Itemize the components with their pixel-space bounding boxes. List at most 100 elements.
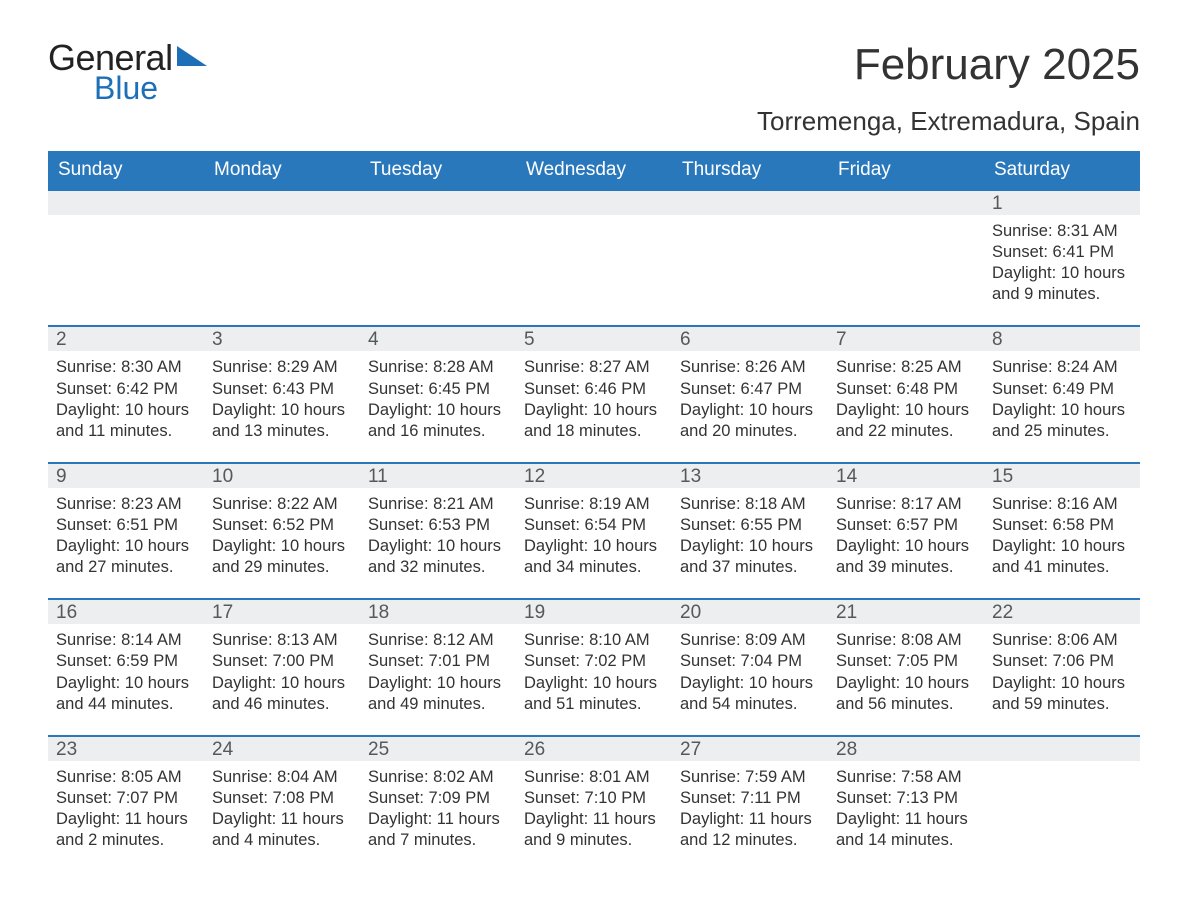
day-20: 20Sunrise: 8:09 AMSunset: 7:04 PMDayligh… <box>672 600 828 724</box>
day-26: 26Sunrise: 8:01 AMSunset: 7:10 PMDayligh… <box>516 737 672 861</box>
daylight-line: Daylight: 10 hours and 37 minutes. <box>680 536 820 578</box>
sunset-line: Sunset: 6:43 PM <box>212 379 352 400</box>
day-number: 11 <box>360 464 516 488</box>
dow-sunday: Sunday <box>48 151 204 189</box>
day-21: 21Sunrise: 8:08 AMSunset: 7:05 PMDayligh… <box>828 600 984 724</box>
day-10: 10Sunrise: 8:22 AMSunset: 6:52 PMDayligh… <box>204 464 360 588</box>
day-empty <box>48 191 204 315</box>
day-27: 27Sunrise: 7:59 AMSunset: 7:11 PMDayligh… <box>672 737 828 861</box>
sunrise-line: Sunrise: 8:08 AM <box>836 630 976 651</box>
sunrise-line: Sunrise: 8:05 AM <box>56 767 196 788</box>
day-number: 3 <box>204 327 360 351</box>
sunrise-line: Sunrise: 8:14 AM <box>56 630 196 651</box>
day-number <box>672 191 828 215</box>
sunrise-line: Sunrise: 8:02 AM <box>368 767 508 788</box>
day-details: Sunrise: 8:28 AMSunset: 6:45 PMDaylight:… <box>360 351 516 451</box>
sunset-line: Sunset: 6:59 PM <box>56 651 196 672</box>
daylight-line: Daylight: 10 hours and 32 minutes. <box>368 536 508 578</box>
day-number <box>516 191 672 215</box>
day-19: 19Sunrise: 8:10 AMSunset: 7:02 PMDayligh… <box>516 600 672 724</box>
sunrise-line: Sunrise: 8:13 AM <box>212 630 352 651</box>
day-number: 16 <box>48 600 204 624</box>
day-empty <box>828 191 984 315</box>
day-details: Sunrise: 8:29 AMSunset: 6:43 PMDaylight:… <box>204 351 360 451</box>
day-number: 20 <box>672 600 828 624</box>
day-number: 2 <box>48 327 204 351</box>
day-number: 17 <box>204 600 360 624</box>
sunset-line: Sunset: 6:41 PM <box>992 242 1132 263</box>
day-details <box>360 215 516 311</box>
day-details: Sunrise: 7:59 AMSunset: 7:11 PMDaylight:… <box>672 761 828 861</box>
header: General Blue February 2025 Torremenga, E… <box>48 40 1140 137</box>
dow-thursday: Thursday <box>672 151 828 189</box>
sunset-line: Sunset: 6:49 PM <box>992 379 1132 400</box>
day-22: 22Sunrise: 8:06 AMSunset: 7:06 PMDayligh… <box>984 600 1140 724</box>
daylight-line: Daylight: 10 hours and 44 minutes. <box>56 673 196 715</box>
day-details: Sunrise: 8:09 AMSunset: 7:04 PMDaylight:… <box>672 624 828 724</box>
day-details <box>516 215 672 311</box>
day-25: 25Sunrise: 8:02 AMSunset: 7:09 PMDayligh… <box>360 737 516 861</box>
location: Torremenga, Extremadura, Spain <box>757 106 1140 137</box>
day-number: 19 <box>516 600 672 624</box>
daylight-line: Daylight: 11 hours and 2 minutes. <box>56 809 196 851</box>
daylight-line: Daylight: 10 hours and 56 minutes. <box>836 673 976 715</box>
sunset-line: Sunset: 6:55 PM <box>680 515 820 536</box>
dow-monday: Monday <box>204 151 360 189</box>
sunset-line: Sunset: 7:05 PM <box>836 651 976 672</box>
day-number: 9 <box>48 464 204 488</box>
daylight-line: Daylight: 10 hours and 18 minutes. <box>524 400 664 442</box>
day-18: 18Sunrise: 8:12 AMSunset: 7:01 PMDayligh… <box>360 600 516 724</box>
day-17: 17Sunrise: 8:13 AMSunset: 7:00 PMDayligh… <box>204 600 360 724</box>
page: General Blue February 2025 Torremenga, E… <box>0 0 1188 921</box>
day-8: 8Sunrise: 8:24 AMSunset: 6:49 PMDaylight… <box>984 327 1140 451</box>
day-number <box>204 191 360 215</box>
day-number: 8 <box>984 327 1140 351</box>
day-details: Sunrise: 8:24 AMSunset: 6:49 PMDaylight:… <box>984 351 1140 451</box>
day-1: 1Sunrise: 8:31 AMSunset: 6:41 PMDaylight… <box>984 191 1140 315</box>
daylight-line: Daylight: 10 hours and 20 minutes. <box>680 400 820 442</box>
day-number: 24 <box>204 737 360 761</box>
day-details: Sunrise: 8:04 AMSunset: 7:08 PMDaylight:… <box>204 761 360 861</box>
sunrise-line: Sunrise: 8:19 AM <box>524 494 664 515</box>
daylight-line: Daylight: 10 hours and 49 minutes. <box>368 673 508 715</box>
day-number: 15 <box>984 464 1140 488</box>
day-details: Sunrise: 8:05 AMSunset: 7:07 PMDaylight:… <box>48 761 204 861</box>
sunset-line: Sunset: 7:10 PM <box>524 788 664 809</box>
daylight-line: Daylight: 10 hours and 25 minutes. <box>992 400 1132 442</box>
logo-text-block: General Blue <box>48 40 211 107</box>
logo: General Blue <box>48 40 211 107</box>
daylight-line: Daylight: 11 hours and 9 minutes. <box>524 809 664 851</box>
day-details: Sunrise: 8:01 AMSunset: 7:10 PMDaylight:… <box>516 761 672 861</box>
sunrise-line: Sunrise: 7:58 AM <box>836 767 976 788</box>
day-number: 25 <box>360 737 516 761</box>
sunset-line: Sunset: 7:13 PM <box>836 788 976 809</box>
day-number: 18 <box>360 600 516 624</box>
day-empty <box>984 737 1140 861</box>
day-14: 14Sunrise: 8:17 AMSunset: 6:57 PMDayligh… <box>828 464 984 588</box>
day-13: 13Sunrise: 8:18 AMSunset: 6:55 PMDayligh… <box>672 464 828 588</box>
daylight-line: Daylight: 10 hours and 13 minutes. <box>212 400 352 442</box>
day-empty <box>360 191 516 315</box>
week-row: 2Sunrise: 8:30 AMSunset: 6:42 PMDaylight… <box>48 325 1140 451</box>
dow-header-row: SundayMondayTuesdayWednesdayThursdayFrid… <box>48 151 1140 189</box>
calendar: SundayMondayTuesdayWednesdayThursdayFrid… <box>48 151 1140 861</box>
sunrise-line: Sunrise: 8:27 AM <box>524 357 664 378</box>
sunset-line: Sunset: 7:08 PM <box>212 788 352 809</box>
day-details: Sunrise: 8:13 AMSunset: 7:00 PMDaylight:… <box>204 624 360 724</box>
daylight-line: Daylight: 10 hours and 59 minutes. <box>992 673 1132 715</box>
day-details: Sunrise: 8:30 AMSunset: 6:42 PMDaylight:… <box>48 351 204 451</box>
day-11: 11Sunrise: 8:21 AMSunset: 6:53 PMDayligh… <box>360 464 516 588</box>
sunrise-line: Sunrise: 8:16 AM <box>992 494 1132 515</box>
day-details: Sunrise: 8:08 AMSunset: 7:05 PMDaylight:… <box>828 624 984 724</box>
sunset-line: Sunset: 6:54 PM <box>524 515 664 536</box>
day-details <box>984 761 1140 857</box>
sunrise-line: Sunrise: 8:21 AM <box>368 494 508 515</box>
day-5: 5Sunrise: 8:27 AMSunset: 6:46 PMDaylight… <box>516 327 672 451</box>
day-number: 23 <box>48 737 204 761</box>
sunset-line: Sunset: 6:47 PM <box>680 379 820 400</box>
dow-saturday: Saturday <box>984 151 1140 189</box>
day-details: Sunrise: 8:22 AMSunset: 6:52 PMDaylight:… <box>204 488 360 588</box>
sunrise-line: Sunrise: 8:24 AM <box>992 357 1132 378</box>
sunrise-line: Sunrise: 8:17 AM <box>836 494 976 515</box>
sunset-line: Sunset: 6:45 PM <box>368 379 508 400</box>
